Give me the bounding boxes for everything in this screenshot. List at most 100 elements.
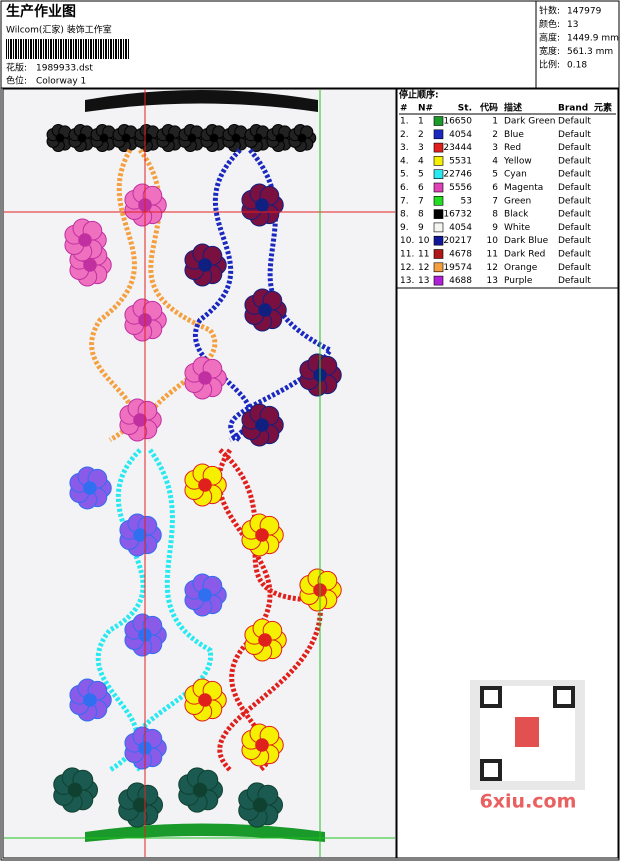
qr-finder — [480, 686, 502, 708]
code: 3 — [492, 143, 498, 153]
stitches: 19574 — [443, 263, 472, 273]
row-index: 11. — [400, 250, 414, 260]
design-label: 花版: — [6, 62, 27, 74]
row-index: 10. — [400, 236, 414, 246]
description: Cyan — [504, 170, 527, 180]
flower-center — [255, 738, 269, 752]
flower-center — [133, 413, 147, 427]
code: 12 — [487, 263, 498, 273]
flower-center — [78, 233, 92, 247]
row-index: 9. — [400, 223, 409, 233]
column-header: 描述 — [504, 102, 522, 114]
description: White — [504, 223, 531, 233]
stitches: 4678 — [449, 250, 472, 260]
colorway-label: 色位: — [6, 75, 27, 87]
stat-value: 13 — [567, 20, 578, 30]
company: Wilcom(汇家) 装饰工作室 — [6, 24, 112, 36]
description: Dark Red — [504, 250, 545, 260]
row-n: 8 — [418, 210, 424, 220]
row-n: 13 — [418, 276, 429, 286]
flower-center — [198, 371, 212, 385]
design: 1989933.dst — [36, 64, 93, 74]
title: 生产作业图 — [6, 3, 76, 20]
vine — [95, 448, 146, 773]
flower-center — [192, 782, 208, 798]
stat-label: 比例: — [539, 59, 560, 71]
color-swatch — [433, 222, 444, 233]
description: Dark Green — [504, 117, 555, 127]
code: 10 — [487, 236, 499, 246]
column-header: N# — [418, 104, 433, 114]
brand: Default — [558, 156, 591, 166]
stat-label: 颜色: — [539, 18, 560, 30]
qr-finder — [553, 686, 575, 708]
code: 13 — [487, 276, 498, 286]
vine — [129, 448, 213, 772]
row-index: 1. — [400, 117, 409, 127]
code: 11 — [487, 250, 498, 260]
flower-center — [55, 133, 65, 143]
color-swatch — [433, 129, 444, 140]
row-index: 6. — [400, 183, 409, 193]
flower-center — [67, 782, 83, 798]
flower-center — [83, 693, 97, 707]
column-header: 元素 — [594, 102, 612, 114]
color-swatch — [433, 142, 444, 153]
code: 9 — [492, 223, 498, 233]
watermark: 6xiu.com — [480, 791, 577, 813]
stitches: 16650 — [443, 117, 472, 127]
qr-finder — [480, 759, 502, 781]
flower-center — [198, 693, 212, 707]
description: Green — [504, 196, 531, 206]
table-title: 停止顺序: — [399, 89, 439, 101]
code: 6 — [492, 183, 498, 193]
flower-center — [275, 133, 285, 143]
code: 8 — [492, 210, 498, 220]
stitches: 4688 — [449, 276, 472, 286]
column-header: 代码 — [479, 102, 498, 114]
brand: Default — [558, 170, 591, 180]
qr-code — [470, 680, 585, 790]
barcode — [6, 39, 130, 59]
brand: Default — [558, 276, 591, 286]
column-header: St. — [458, 104, 472, 114]
flower-center — [255, 528, 269, 542]
flower-center — [258, 633, 272, 647]
stitches: 22746 — [443, 170, 472, 180]
color-swatch — [433, 182, 444, 193]
row-n: 4 — [418, 156, 424, 166]
code: 7 — [492, 196, 498, 206]
stat-label: 针数: — [539, 5, 560, 17]
column-header: Brand — [558, 104, 588, 114]
brand: Default — [558, 196, 591, 206]
color-swatch — [433, 235, 444, 246]
flower-center — [99, 133, 109, 143]
flower-center — [198, 478, 212, 492]
flower-center — [77, 133, 87, 143]
row-index: 12. — [400, 263, 414, 273]
flower-center — [255, 198, 269, 212]
row-n: 9 — [418, 223, 424, 233]
description: Orange — [504, 263, 538, 273]
flower-center — [83, 258, 97, 272]
stitches: 4054 — [449, 223, 472, 233]
brand: Default — [558, 236, 591, 246]
row-n: 12 — [418, 263, 429, 273]
flower-center — [255, 418, 269, 432]
flower-center — [187, 133, 197, 143]
row-index: 4. — [400, 156, 409, 166]
description: Magenta — [504, 183, 543, 193]
row-n: 3 — [418, 143, 424, 153]
brand: Default — [558, 117, 591, 127]
row-n: 1 — [418, 117, 424, 127]
description: Blue — [504, 130, 524, 140]
description: Black — [504, 210, 529, 220]
flower-center — [132, 797, 148, 813]
code: 4 — [492, 156, 498, 166]
brand: Default — [558, 250, 591, 260]
flower-center — [121, 133, 131, 143]
flower-center — [253, 133, 263, 143]
stitches: 4054 — [449, 130, 472, 140]
color-swatch — [433, 249, 444, 259]
